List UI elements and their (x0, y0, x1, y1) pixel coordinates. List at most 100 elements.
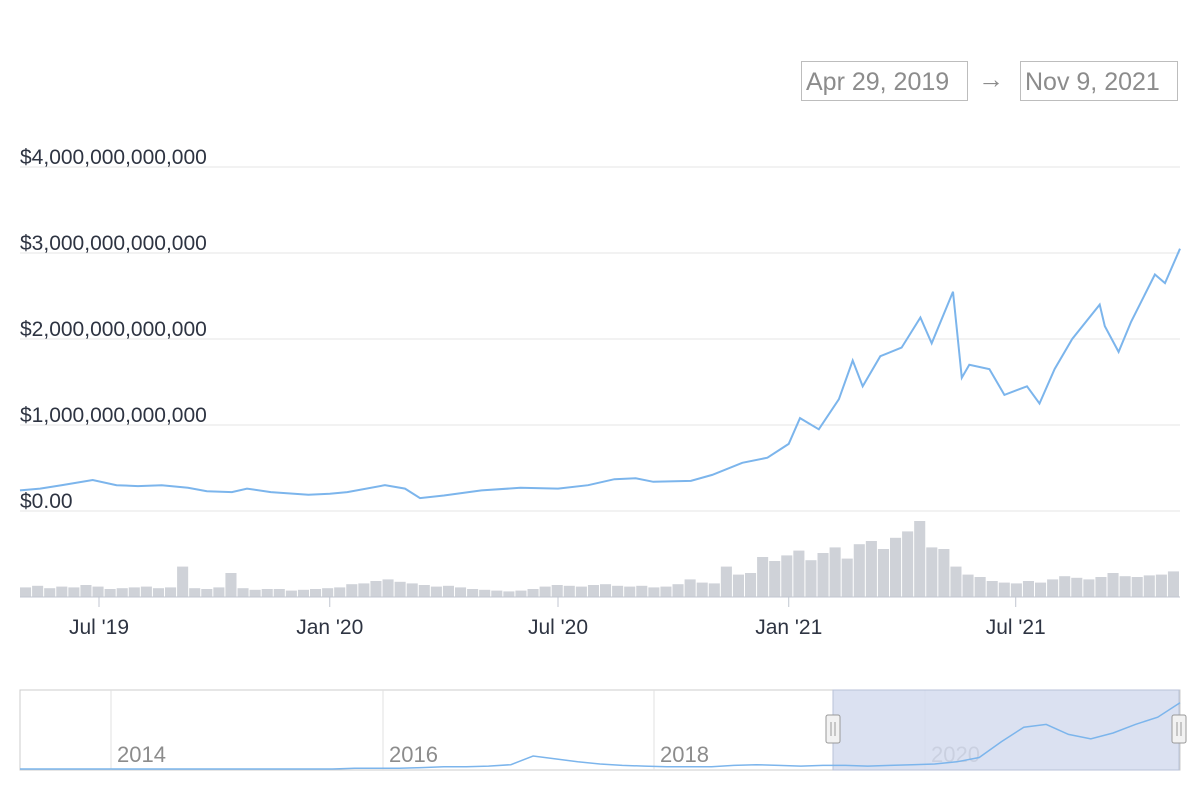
volume-bar (793, 550, 805, 597)
volume-bar (370, 581, 382, 597)
range-start-input[interactable]: Apr 29, 2019 (801, 61, 968, 101)
volume-bar (853, 544, 865, 597)
y-axis: $0.00 $1,000,000,000,000 $2,000,000,000,00… (20, 146, 207, 513)
volume-bar (152, 588, 164, 597)
volume-bar (914, 521, 926, 597)
volume-bar (527, 589, 539, 597)
volume-bar (986, 581, 998, 597)
volume-bar (563, 585, 575, 597)
volume-bar (587, 585, 599, 597)
volume-bar (1131, 577, 1143, 597)
volume-bar (165, 587, 177, 597)
volume-bar (32, 585, 44, 597)
volume-bar (116, 588, 128, 597)
range-arrow-icon: → (978, 64, 1004, 94)
volume-bar (648, 587, 660, 597)
volume-bar (334, 587, 346, 597)
volume-bar (358, 583, 370, 597)
volume-bar (1022, 581, 1034, 597)
volume-bar (998, 582, 1010, 597)
volume-bar (938, 549, 950, 597)
volume-bar (261, 589, 273, 597)
navigator-line (20, 702, 1181, 770)
navigator[interactable]: 2014201620182020 (19, 689, 1187, 771)
volume-bar (1167, 571, 1179, 597)
volume-bar (708, 583, 720, 597)
volume-bar (732, 574, 744, 597)
volume-bar (273, 589, 285, 597)
volume-bar (201, 589, 213, 597)
volume-bar (612, 585, 624, 597)
x-tick-label: Jul '19 (69, 616, 129, 639)
volume-bar (394, 581, 406, 597)
volume-bar (56, 586, 68, 597)
volume-bar (310, 589, 322, 597)
volume-bar (237, 588, 249, 597)
navigator-handle-left[interactable] (825, 714, 841, 744)
volume-bar (322, 588, 334, 597)
volume-bar (515, 590, 527, 597)
volume-bar (1071, 577, 1083, 597)
volume-bar (491, 590, 503, 597)
range-end-input[interactable]: Nov 9, 2021 (1020, 61, 1178, 101)
volume-bar (781, 555, 793, 597)
volume-bar (974, 577, 986, 597)
volume-bar (829, 547, 841, 597)
volume-bar (430, 586, 442, 597)
volume-bar (890, 537, 902, 597)
x-tick-label: Jul '21 (986, 616, 1046, 639)
volume-bar (745, 573, 757, 597)
volume-bar (189, 588, 201, 597)
volume-bar (841, 558, 853, 597)
volume-bar (1083, 579, 1095, 597)
volume-bar (1010, 583, 1022, 597)
volume-bar (684, 579, 696, 597)
volume-bar (418, 585, 430, 597)
volume-bar (406, 583, 418, 597)
volume-bar (575, 586, 587, 597)
volume-bars (20, 521, 1180, 598)
volume-bar (213, 587, 225, 597)
volume-bar (624, 586, 636, 597)
plot-area (19, 248, 1181, 500)
volume-bar (177, 566, 189, 597)
volume-bar (757, 557, 769, 597)
volume-bar (382, 579, 394, 597)
x-tick-label: Jul '20 (528, 616, 588, 639)
volume-bar (1059, 576, 1071, 597)
volume-bar (68, 587, 80, 597)
y-tick-label: $3,000,000,000,000 (20, 232, 207, 255)
volume-bar (769, 561, 781, 597)
x-axis: Jul '19 Jan '20 Jul '20 Jan '21 Jul '21 (69, 597, 1046, 639)
volume-bar (479, 589, 491, 597)
volume-bar (1047, 579, 1059, 597)
volume-bar (346, 584, 358, 597)
volume-bar (672, 584, 684, 597)
y-tick-label: $1,000,000,000,000 (20, 404, 207, 427)
volume-bar (1035, 582, 1047, 597)
volume-bar (1095, 577, 1107, 597)
volume-bar (297, 589, 309, 597)
volume-bar (817, 553, 829, 597)
x-tick-label: Jan '20 (296, 616, 363, 639)
volume-bar (877, 549, 889, 597)
volume-bar (950, 566, 962, 597)
volume-bar (225, 573, 237, 597)
volume-bar (503, 591, 515, 597)
y-tick-label: $2,000,000,000,000 (20, 318, 207, 341)
volume-bar (636, 585, 648, 597)
volume-bar (442, 585, 454, 597)
navigator-tick-label: 2014 (117, 742, 166, 767)
volume-bar (551, 585, 563, 597)
volume-bar (44, 588, 56, 597)
volume-bar (128, 587, 140, 597)
navigator-handle-right[interactable] (1171, 714, 1187, 744)
grid-lines (20, 166, 1180, 512)
volume-bar (285, 590, 297, 597)
market-cap-line (19, 248, 1181, 500)
volume-bar (1119, 576, 1131, 597)
navigator-selection (832, 689, 1180, 771)
navigator-tick-label: 2018 (660, 742, 709, 767)
volume-bar (696, 582, 708, 597)
